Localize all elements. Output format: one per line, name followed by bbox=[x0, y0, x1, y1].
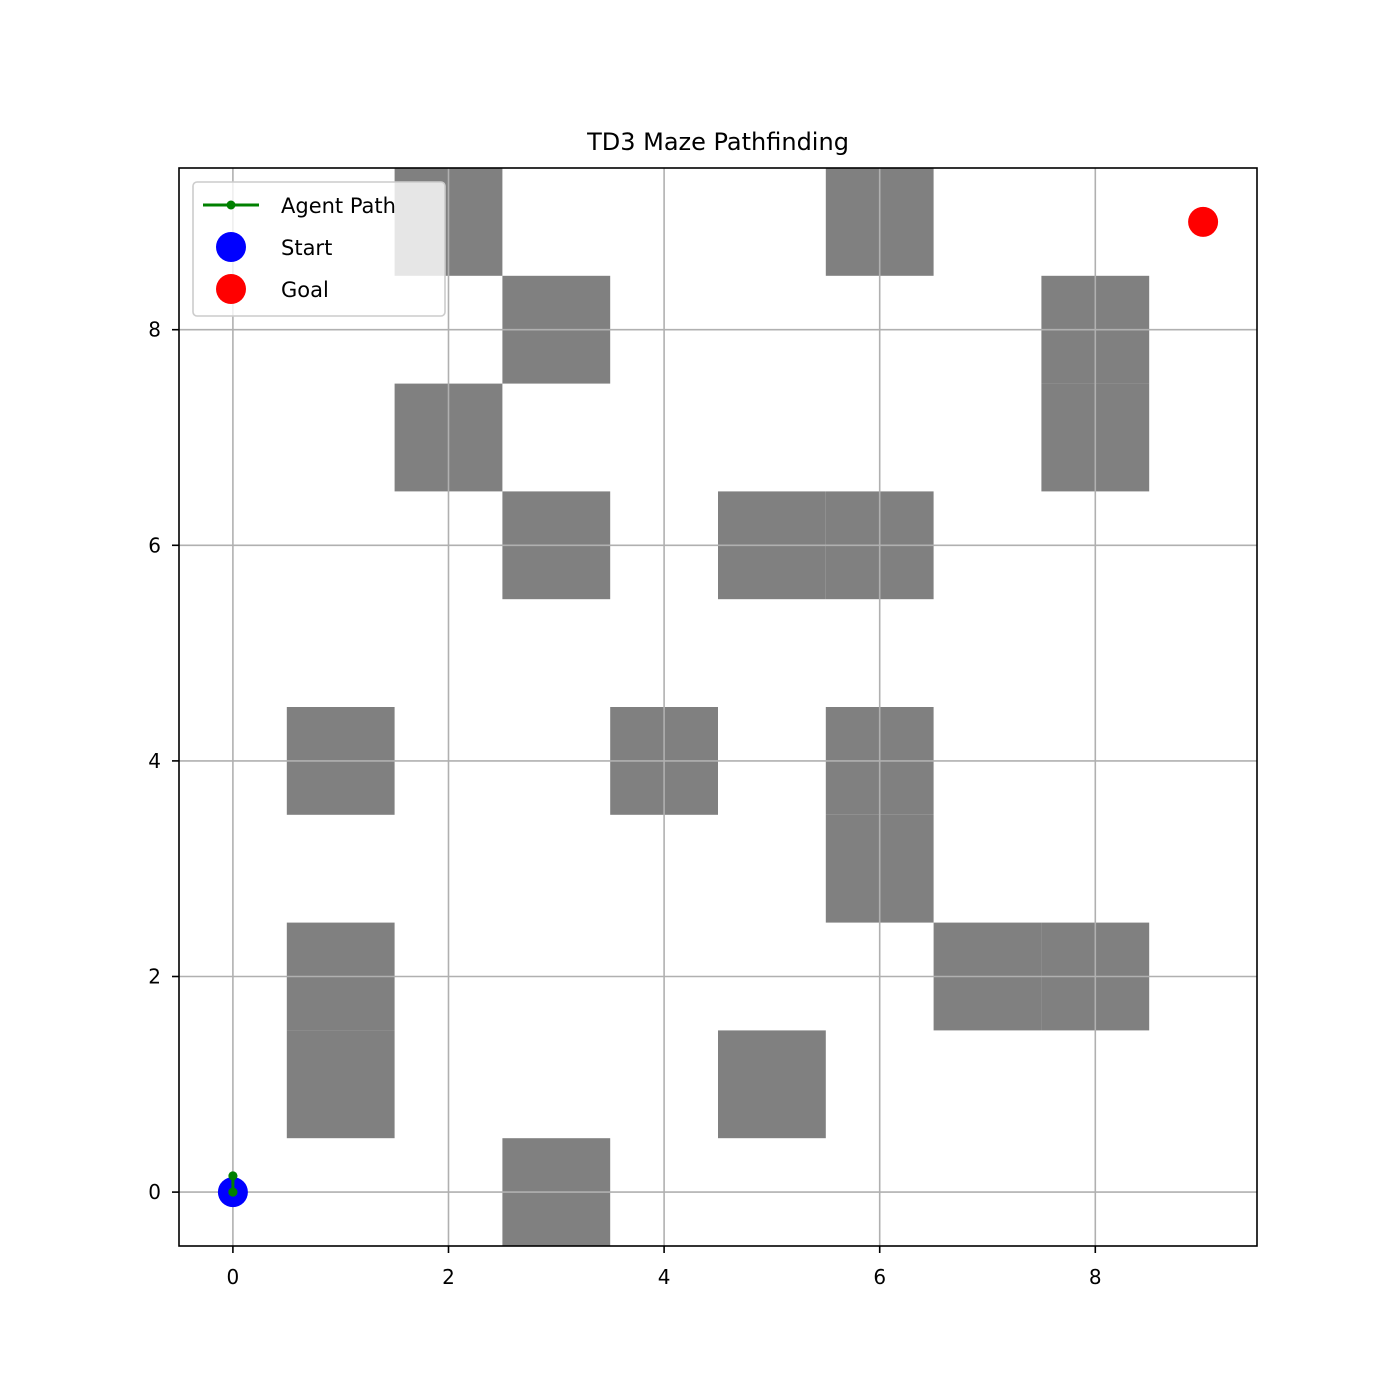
legend-label: Agent Path bbox=[281, 194, 396, 218]
x-tick-label: 0 bbox=[227, 1265, 240, 1289]
x-tick-label: 4 bbox=[658, 1265, 671, 1289]
x-tick-label: 6 bbox=[873, 1265, 886, 1289]
x-tick-label: 8 bbox=[1089, 1265, 1102, 1289]
legend: Agent Path Start Goal bbox=[192, 181, 446, 317]
legend-key-marker bbox=[216, 232, 246, 262]
legend-box bbox=[192, 181, 446, 317]
legend-label: Goal bbox=[281, 278, 329, 302]
legend-key-point bbox=[226, 200, 236, 210]
y-tick-label: 6 bbox=[148, 533, 161, 557]
y-tick-label: 2 bbox=[148, 965, 161, 989]
grid-layer bbox=[179, 168, 1257, 1246]
legend-label: Start bbox=[281, 236, 332, 260]
ticks-layer: 0 2 4 6 8 0 2 4 6 8 bbox=[148, 318, 1101, 1289]
series-layer bbox=[217, 206, 1219, 1208]
axes-frame bbox=[178, 167, 1258, 1247]
x-tick-label: 2 bbox=[442, 1265, 455, 1289]
y-tick-label: 0 bbox=[148, 1180, 161, 1204]
obstacle-cell bbox=[718, 1030, 826, 1139]
chart-title: TD3 Maze Pathfinding bbox=[586, 128, 849, 156]
obstacle-cell bbox=[286, 1030, 395, 1139]
legend-key-marker bbox=[216, 274, 246, 304]
y-tick-label: 4 bbox=[148, 749, 161, 773]
goal-marker bbox=[1188, 206, 1219, 237]
y-tick-label: 8 bbox=[148, 318, 161, 342]
